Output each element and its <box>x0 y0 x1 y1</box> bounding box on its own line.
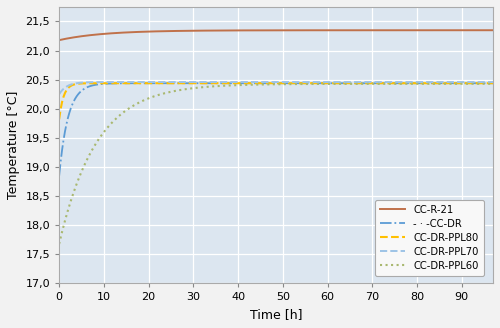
CC-R-21 <box>252 29 258 32</box>
Line: CC-DR-PPL80: CC-DR-PPL80 <box>59 83 493 119</box>
Line: -·-CC-DR: -·-CC-DR <box>59 83 493 176</box>
Y-axis label: Temperature [°C]: Temperature [°C] <box>7 91 20 199</box>
Line: CC-DR-PPL60: CC-DR-PPL60 <box>59 84 493 244</box>
CC-R-21 <box>383 28 389 32</box>
CC-DR-PPL80 <box>207 81 213 85</box>
CC-DR-PPL60 <box>490 82 496 86</box>
CC-R-21 <box>168 29 173 33</box>
CC-DR-PPL70 <box>252 80 258 84</box>
Line: CC-R-21: CC-R-21 <box>59 30 493 40</box>
X-axis label: Time [h]: Time [h] <box>250 308 302 321</box>
CC-DR-PPL70 <box>490 80 496 84</box>
CC-DR-PPL70 <box>56 92 62 96</box>
CC-DR-PPL80 <box>253 81 259 85</box>
-·-CC-DR <box>168 81 173 85</box>
CC-DR-PPL70 <box>298 80 304 84</box>
Legend: CC-R-21, - · -CC-DR, CC-DR-PPL80, CC-DR-PPL70, CC-DR-PPL60: CC-R-21, - · -CC-DR, CC-DR-PPL80, CC-DR-… <box>376 200 484 276</box>
CC-DR-PPL70 <box>168 80 173 84</box>
CC-DR-PPL80 <box>133 81 139 85</box>
-·-CC-DR <box>364 81 370 85</box>
CC-DR-PPL80 <box>312 81 318 85</box>
CC-DR-PPL80 <box>56 117 62 121</box>
CC-R-21 <box>312 28 318 32</box>
-·-CC-DR <box>384 81 390 85</box>
CC-DR-PPL70 <box>384 80 390 84</box>
CC-DR-PPL80 <box>168 81 173 85</box>
CC-DR-PPL60 <box>312 82 318 86</box>
CC-DR-PPL60 <box>252 83 258 87</box>
CC-DR-PPL70 <box>312 80 318 84</box>
Line: CC-DR-PPL70: CC-DR-PPL70 <box>59 82 493 94</box>
CC-DR-PPL70 <box>133 80 139 84</box>
CC-DR-PPL60 <box>56 242 62 246</box>
CC-R-21 <box>133 30 139 34</box>
-·-CC-DR <box>346 81 352 85</box>
CC-DR-PPL80 <box>346 81 352 85</box>
CC-DR-PPL60 <box>133 102 139 106</box>
-·-CC-DR <box>490 81 496 85</box>
CC-R-21 <box>56 38 62 42</box>
CC-DR-PPL60 <box>383 82 389 86</box>
CC-DR-PPL60 <box>168 90 173 94</box>
CC-R-21 <box>490 28 496 32</box>
CC-DR-PPL60 <box>346 82 352 86</box>
CC-DR-PPL80 <box>384 81 390 85</box>
-·-CC-DR <box>56 174 62 178</box>
CC-DR-PPL70 <box>346 80 352 84</box>
CC-R-21 <box>346 28 352 32</box>
-·-CC-DR <box>312 81 318 85</box>
CC-DR-PPL80 <box>490 81 496 85</box>
-·-CC-DR <box>133 81 139 85</box>
-·-CC-DR <box>252 81 258 85</box>
